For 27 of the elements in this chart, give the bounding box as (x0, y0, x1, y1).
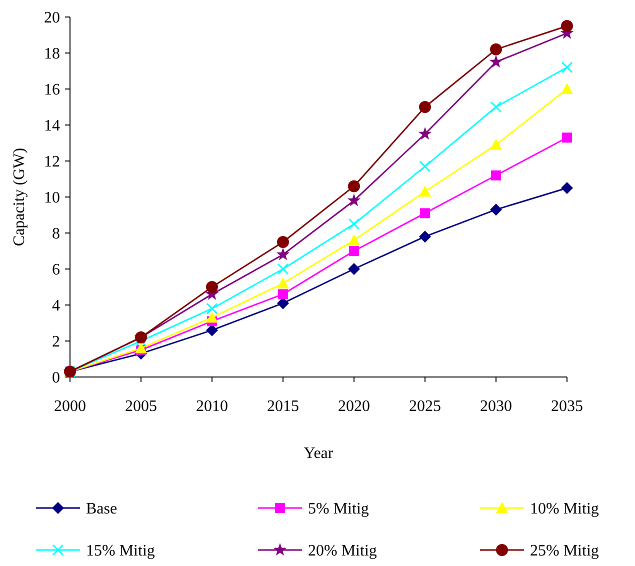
y-tick-label: 20 (44, 10, 60, 27)
y-axis-title: Capacity (GW) (11, 148, 28, 246)
legend-label: 15% Mitig (86, 542, 155, 560)
y-tick-label: 8 (52, 226, 60, 243)
y-tick-label: 12 (44, 154, 60, 171)
y-tick-label: 4 (52, 298, 60, 315)
x-axis-title: Year (304, 445, 334, 462)
y-tick-label: 14 (44, 118, 60, 135)
legend-label: 5% Mitig (308, 500, 369, 518)
x-tick-label: 2020 (338, 398, 370, 415)
x-tick-label: 2035 (551, 398, 583, 415)
x-tick-label: 2000 (54, 398, 86, 415)
legend-label: Base (86, 500, 118, 518)
x-tick-label: 2015 (267, 398, 299, 415)
x-tick-label: 2030 (480, 398, 512, 415)
x-tick-label: 2005 (125, 398, 157, 415)
y-tick-label: 6 (52, 262, 60, 279)
legend-label: 20% Mitig (308, 542, 377, 560)
legend-label: 25% Mitig (530, 542, 599, 560)
y-tick-label: 0 (52, 370, 60, 387)
legend-label: 10% Mitig (530, 500, 599, 518)
y-tick-label: 2 (52, 334, 60, 351)
y-tick-label: 10 (44, 190, 60, 207)
y-tick-label: 16 (44, 82, 60, 99)
x-tick-label: 2025 (409, 398, 441, 415)
x-tick-label: 2010 (196, 398, 228, 415)
y-tick-label: 18 (44, 46, 60, 63)
